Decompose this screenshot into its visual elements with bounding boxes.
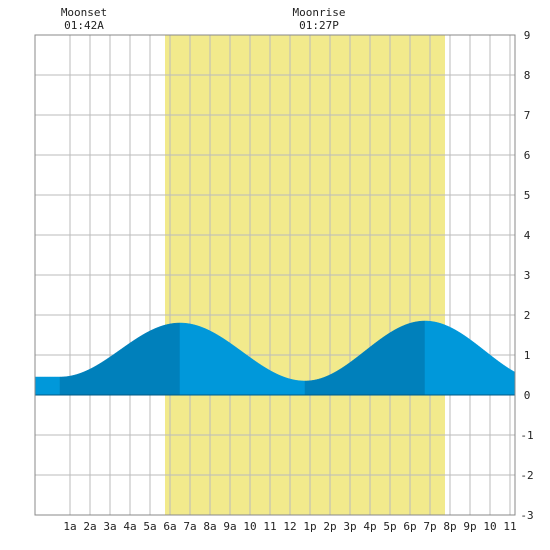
x-tick-label: 3p [343, 520, 356, 533]
x-tick-label: 10 [483, 520, 496, 533]
y-tick-label: 9 [524, 29, 531, 42]
y-tick-label: 8 [524, 69, 531, 82]
x-tick-label: 1p [303, 520, 316, 533]
moon-event-label: Moonrise [293, 6, 346, 19]
moon-event-label: Moonset [61, 6, 107, 19]
x-tick-label: 2a [83, 520, 96, 533]
x-tick-label: 12 [283, 520, 296, 533]
x-tick-label: 6a [163, 520, 176, 533]
x-tick-label: 8p [443, 520, 456, 533]
y-tick-label: -3 [520, 509, 533, 522]
tide-falling-segment [424, 320, 516, 396]
y-tick-label: -1 [520, 429, 533, 442]
x-tick-label: 7a [183, 520, 196, 533]
x-tick-label: 7p [423, 520, 436, 533]
x-tick-labels: 1a 2a 3a 4a 5a 6a 7a 8a 9a 10 11 12 1p 2p 3p 4p 5p 6p 7p 8p… [63, 520, 516, 533]
x-tick-label: 6p [403, 520, 416, 533]
tide-falling-segment [34, 376, 61, 396]
moon-event-time: 01:42A [64, 19, 104, 32]
x-tick-label: 11 [263, 520, 276, 533]
plot-frame [34, 34, 516, 516]
y-tick-label: -2 [520, 469, 533, 482]
x-tick-label: 11 [503, 520, 516, 533]
x-tick-label: 1a [63, 520, 76, 533]
y-tick-labels: -3 -2 -1 0 1 2 3 4 5 6 7 8 9 [520, 29, 533, 522]
x-tick-label: 2p [323, 520, 336, 533]
moon-event-time: 01:27P [299, 19, 339, 32]
y-tick-label: 2 [524, 309, 531, 322]
y-tick-label: 3 [524, 269, 531, 282]
tide-area-layer [34, 320, 516, 396]
y-tick-label: 6 [524, 149, 531, 162]
tide-rising-segment [304, 320, 426, 396]
x-tick-label: 5p [383, 520, 396, 533]
x-tick-label: 9a [223, 520, 236, 533]
x-tick-label: 10 [243, 520, 256, 533]
y-tick-label: 5 [524, 189, 531, 202]
x-tick-label: 3a [103, 520, 116, 533]
tide-rising-segment [59, 322, 181, 396]
tide-falling-segment [179, 322, 306, 396]
x-tick-label: 9p [463, 520, 476, 533]
grid-layer [35, 34, 515, 516]
y-tick-label: 0 [524, 389, 531, 402]
y-tick-label: 7 [524, 109, 531, 122]
x-tick-label: 4p [363, 520, 376, 533]
x-tick-label: 5a [143, 520, 156, 533]
x-tick-label: 8a [203, 520, 216, 533]
x-tick-label: 4a [123, 520, 136, 533]
y-tick-label: 4 [524, 229, 531, 242]
y-tick-label: 1 [524, 349, 531, 362]
